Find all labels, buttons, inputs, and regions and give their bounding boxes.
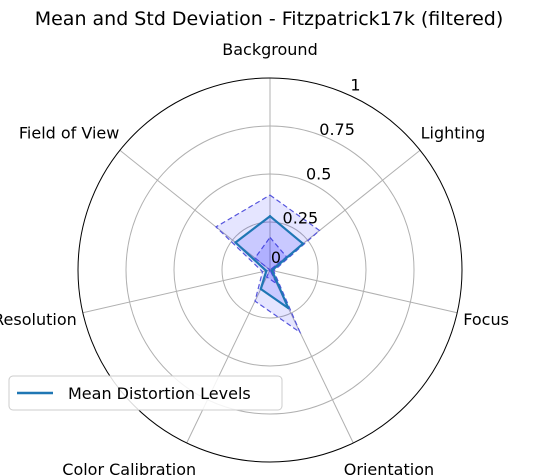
category-label-3: Orientation bbox=[344, 460, 434, 475]
category-label-2: Focus bbox=[463, 310, 509, 329]
radial-tick-label-1: 0.25 bbox=[283, 209, 319, 228]
series-layer bbox=[234, 215, 305, 310]
spoke-2 bbox=[269, 269, 458, 314]
legend-frame bbox=[8, 375, 283, 411]
category-label-4: Color Calibration bbox=[62, 460, 196, 475]
spoke-4 bbox=[186, 269, 271, 444]
series-point-2 bbox=[270, 269, 274, 272]
series-point-4 bbox=[259, 287, 263, 291]
chart-title: Mean and Std Deviation - Fitzpatrick17k … bbox=[35, 8, 504, 30]
radial-tick-label-0: 0 bbox=[271, 248, 281, 267]
category-label-0: Background bbox=[222, 40, 317, 59]
series-point-5 bbox=[265, 269, 268, 273]
category-label-5: Resolution bbox=[0, 310, 77, 329]
outer-frame bbox=[77, 77, 463, 463]
radial-tick-label-3: 0.75 bbox=[319, 120, 355, 139]
series-point-0 bbox=[268, 215, 272, 218]
radial-tick-label-2: 0.5 bbox=[306, 164, 331, 183]
series-line-0 bbox=[234, 215, 305, 310]
category-label-1: Lighting bbox=[421, 123, 486, 142]
category-labels: Background Lighting Focus Orientation Color … bbox=[0, 40, 509, 475]
series-point-3 bbox=[287, 306, 290, 310]
category-label-6: Field of View bbox=[19, 123, 120, 142]
spoke-5 bbox=[82, 269, 271, 314]
series-point-6 bbox=[234, 241, 237, 244]
series-point-1 bbox=[301, 242, 305, 245]
radial-tick-labels: 0 0.25 0.5 0.75 1 bbox=[271, 76, 361, 267]
legend: Mean Distortion Levels bbox=[8, 375, 283, 411]
std-band-upper bbox=[215, 194, 321, 334]
radial-tick-label-4: 1 bbox=[350, 76, 360, 95]
std-band-fill bbox=[216, 195, 320, 333]
legend-label: Mean Distortion Levels bbox=[68, 384, 251, 403]
